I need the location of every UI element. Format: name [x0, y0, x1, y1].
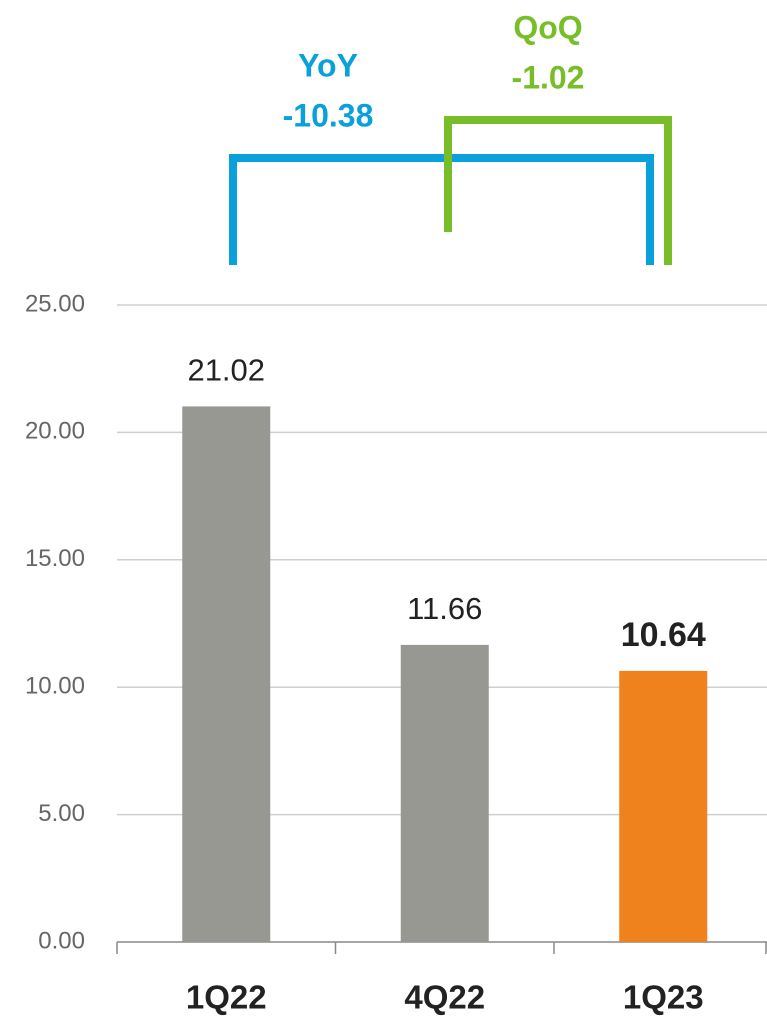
annotation-label: YoY	[298, 47, 358, 83]
x-tick-label: 1Q22	[186, 979, 267, 1016]
annotation-value: -10.38	[283, 97, 374, 133]
bracket	[229, 154, 654, 265]
y-tick-label: 15.00	[25, 545, 85, 572]
data-label: 10.64	[621, 616, 706, 654]
y-tick-label: 0.00	[38, 927, 85, 954]
data-label: 11.66	[407, 591, 482, 626]
bar	[619, 670, 708, 942]
bar	[182, 406, 271, 942]
x-tick-label: 1Q23	[623, 979, 704, 1016]
y-tick-label: 10.00	[25, 673, 85, 700]
annotation-label: QoQ	[513, 9, 582, 45]
bar	[400, 644, 489, 942]
data-label: 21.02	[187, 353, 265, 388]
y-tick-label: 5.00	[38, 800, 85, 827]
y-tick-label: 20.00	[25, 418, 85, 445]
y-tick-label: 25.00	[25, 290, 85, 317]
annotation-value: -1.02	[512, 59, 585, 95]
x-tick-label: 4Q22	[404, 979, 485, 1016]
bracket	[444, 116, 672, 265]
